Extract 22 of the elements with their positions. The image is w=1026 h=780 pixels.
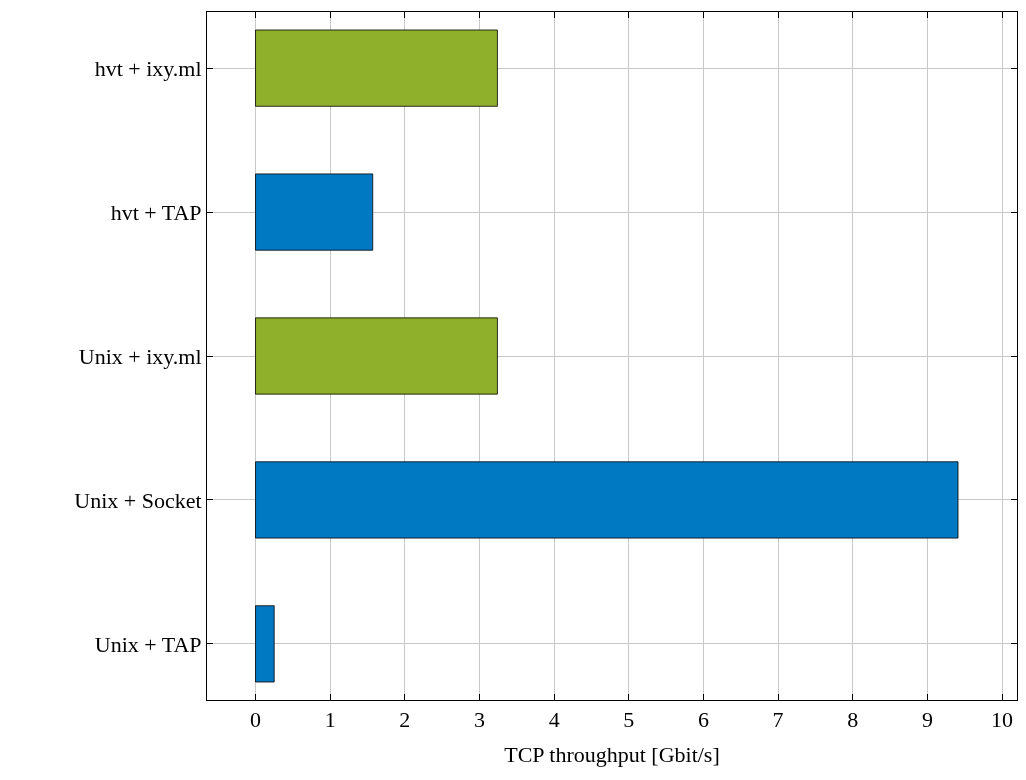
x-tick-label: 1: [324, 707, 336, 733]
x-axis-title: TCP throughput [Gbit/s]: [504, 742, 720, 768]
y-tick-label: Unix + TAP: [94, 631, 202, 657]
x-tick-label: 10: [991, 707, 1014, 733]
bar: [255, 29, 498, 107]
x-tick-label: 9: [921, 707, 933, 733]
y-tick-label: hvt + TAP: [110, 199, 202, 225]
bar: [255, 461, 959, 539]
x-tick-label: 2: [399, 707, 411, 733]
x-tick-label: 3: [473, 707, 485, 733]
y-tick-label: Unix + ixy.ml: [78, 343, 202, 369]
x-tick-label: 6: [697, 707, 709, 733]
y-tick-label: Unix + Socket: [74, 487, 202, 513]
y-tick-label: hvt + ixy.ml: [94, 55, 202, 81]
x-tick-label: 5: [623, 707, 635, 733]
bar: [255, 605, 275, 683]
bar: [255, 173, 374, 251]
bar: [255, 317, 498, 395]
x-tick-label: 8: [847, 707, 859, 733]
x-tick-label: 0: [250, 707, 262, 733]
x-tick-label: 4: [548, 707, 560, 733]
x-tick-label: 7: [772, 707, 784, 733]
